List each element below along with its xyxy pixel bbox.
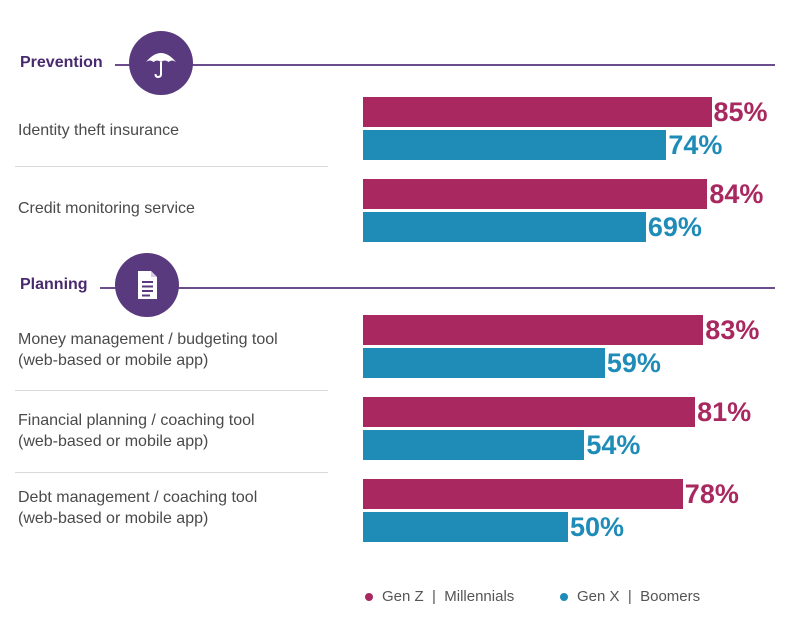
document-icon xyxy=(115,253,179,317)
legend-gen-z-millennials: Gen Z | Millennials xyxy=(365,588,514,605)
bar-value-label: 83% xyxy=(705,315,760,345)
bar-value-label: 69% xyxy=(647,212,702,242)
bar-value-label: 84% xyxy=(709,179,764,209)
bar-value-label: 50% xyxy=(570,512,625,542)
bar-gen-z-0 xyxy=(363,97,712,127)
row-label-line: (web-based or mobile app) xyxy=(18,510,209,527)
section-divider-prevention xyxy=(115,64,775,66)
row-label-line: Money management / budgeting tool xyxy=(18,331,278,348)
bar-gen-x-3 xyxy=(363,430,585,460)
legend-dot-gen-x xyxy=(560,592,568,601)
row-label-line: (web-based or mobile app) xyxy=(18,433,209,450)
section-title-prevention: Prevention xyxy=(20,54,103,71)
bar-gen-x-0 xyxy=(363,130,667,160)
legend-label-gen-z: Gen Z | Millennials xyxy=(382,588,515,605)
row-label-line: (web-based or mobile app) xyxy=(18,352,209,369)
bar-gen-z-1 xyxy=(363,179,708,209)
row-label-financial-planning: Financial planning / coaching tool (web-… xyxy=(18,410,255,452)
row-label-line: Identity theft insurance xyxy=(18,122,179,139)
row-label-line: Debt management / coaching tool xyxy=(18,489,258,506)
bar-gen-x-2 xyxy=(363,348,605,378)
row-label-credit-monitoring: Credit monitoring service xyxy=(18,198,195,219)
bar-value-label: 81% xyxy=(697,397,752,427)
row-label-line: Financial planning / coaching tool xyxy=(18,412,255,429)
row-divider xyxy=(15,390,328,391)
row-label-line: Credit monitoring service xyxy=(18,200,195,217)
row-label-money-management: Money management / budgeting tool (web-b… xyxy=(18,329,278,371)
legend-dot-gen-z xyxy=(365,592,373,601)
bar-gen-z-3 xyxy=(363,397,696,427)
bar-gen-z-2 xyxy=(363,315,704,345)
bar-gen-z-4 xyxy=(363,479,683,509)
bar-gen-x-4 xyxy=(363,512,568,542)
row-label-debt-management: Debt management / coaching tool (web-bas… xyxy=(18,487,257,529)
section-divider-planning xyxy=(100,287,775,289)
legend-label-gen-x: Gen X | Boomers xyxy=(577,588,701,605)
bar-value-label: 54% xyxy=(586,430,641,460)
row-divider xyxy=(15,166,328,167)
row-divider xyxy=(15,472,328,473)
bar-value-label: 85% xyxy=(713,97,768,127)
legend-gen-x-boomers: Gen X | Boomers xyxy=(560,588,700,605)
bar-value-label: 78% xyxy=(684,479,739,509)
umbrella-icon xyxy=(129,31,193,95)
bar-value-label: 74% xyxy=(668,130,723,160)
bar-gen-x-1 xyxy=(363,212,646,242)
row-label-identity-theft: Identity theft insurance xyxy=(18,120,179,141)
bar-value-label: 59% xyxy=(606,348,661,378)
section-title-planning: Planning xyxy=(20,276,88,293)
